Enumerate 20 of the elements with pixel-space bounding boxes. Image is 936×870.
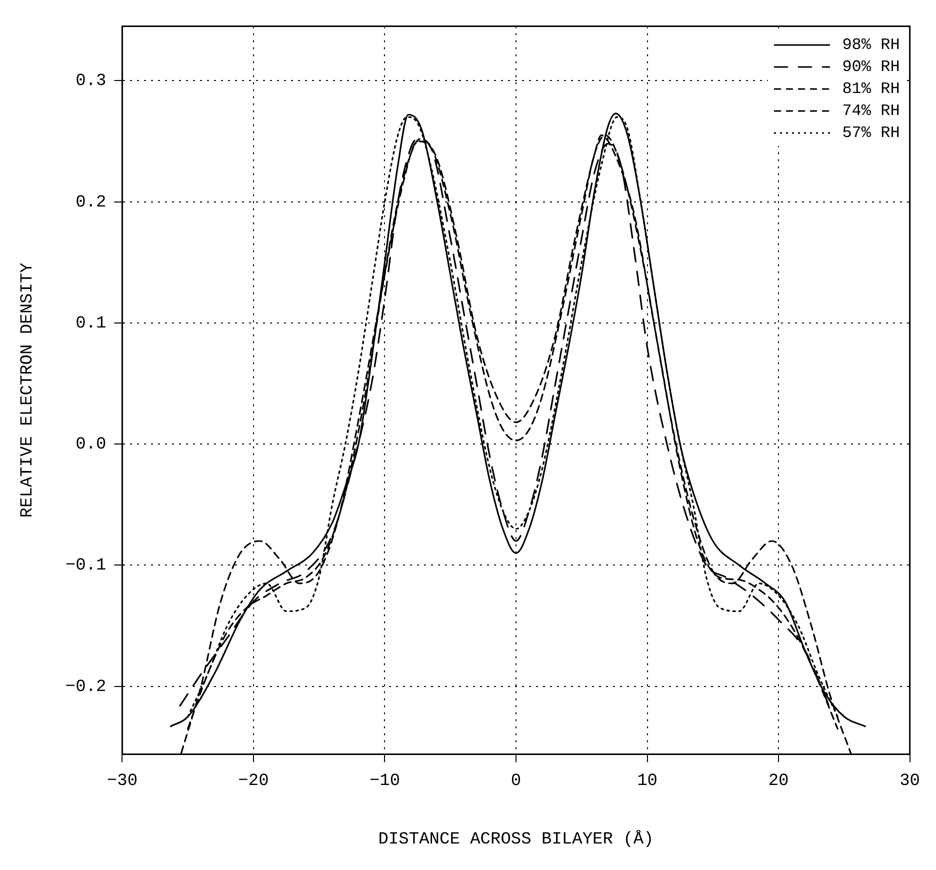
legend-label: 90% RH: [842, 58, 900, 76]
y-axis-title: RELATIVE ELECTRON DENSITY: [18, 262, 38, 518]
x-tick-label: −10: [369, 772, 400, 791]
legend-label: 98% RH: [842, 36, 900, 54]
x-tick-label: 0: [510, 772, 522, 791]
y-tick-label: 0.1: [76, 314, 106, 334]
legend-label: 57% RH: [842, 124, 900, 142]
x-tick-label: −30: [106, 772, 138, 791]
x-tick-label: −20: [238, 772, 269, 791]
y-tick-label: 0.3: [76, 72, 106, 92]
x-axis-title: DISTANCE ACROSS BILAYER (Å): [378, 829, 654, 850]
y-tick-label: −0.1: [65, 556, 106, 576]
y-tick-label: −0.2: [65, 678, 106, 697]
legend-label: 81% RH: [842, 80, 900, 98]
x-tick-label: 10: [637, 772, 658, 791]
x-tick-label: 30: [900, 772, 920, 791]
y-tick-label: 0.2: [76, 193, 106, 212]
x-tick-label: 20: [768, 772, 789, 791]
y-tick-label: 0.0: [76, 436, 106, 455]
legend-label: 74% RH: [842, 102, 900, 120]
